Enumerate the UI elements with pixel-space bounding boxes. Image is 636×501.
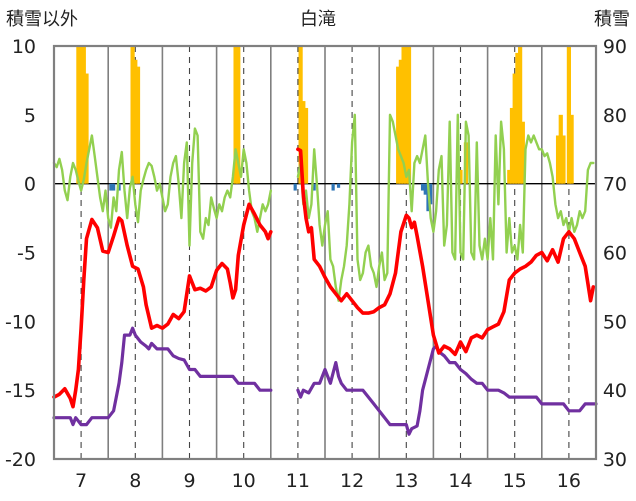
negative-bar: [423, 183, 427, 195]
precip-bar: [130, 46, 135, 184]
y-left-tick-label: -5: [17, 243, 36, 265]
precip-bar: [555, 135, 561, 184]
precip-bar: [458, 169, 463, 184]
precip-bar: [509, 107, 515, 184]
precip-bar: [301, 101, 306, 184]
precip-bar: [303, 107, 309, 184]
x-tick-label: 12: [340, 470, 364, 492]
precip-bar: [512, 73, 517, 184]
dewpoint-series-line: [296, 344, 598, 436]
precip-bar: [518, 46, 523, 184]
y-right-tick-label: 40: [603, 380, 627, 402]
precip-bar: [398, 59, 403, 184]
negative-bar: [429, 183, 433, 205]
y-right-tick-label: 50: [603, 311, 627, 333]
y-left-tick-label: -15: [5, 380, 36, 402]
precip-bar: [396, 66, 401, 184]
y-right-tick-label: 60: [603, 243, 627, 265]
y-left-tick-label: 10: [12, 36, 36, 58]
precip-bar: [135, 66, 141, 184]
x-tick-label: 14: [448, 470, 472, 492]
y-right-tick-label: 80: [603, 105, 627, 127]
y-right-tick-label: 30: [603, 449, 627, 471]
y-right-axis-label: 積雪: [594, 9, 630, 30]
precip-bar: [233, 46, 238, 184]
y-left-tick-label: 5: [24, 105, 36, 127]
precip-bar: [515, 52, 520, 184]
y-right-tick-label: 90: [603, 36, 627, 58]
x-tick-label: 7: [75, 470, 87, 492]
precip-bar: [79, 46, 84, 184]
precip-bar: [561, 135, 566, 184]
y-left-tick-label: -10: [5, 311, 36, 333]
x-tick-label: 16: [557, 470, 581, 492]
negative-bar: [112, 183, 116, 191]
negative-bar: [312, 183, 316, 191]
y-left-axis-label: 積雪以外: [6, 9, 78, 30]
precip-bar: [404, 46, 409, 184]
precip-bar: [133, 59, 138, 184]
x-tick-label: 10: [232, 470, 256, 492]
x-tick-label: 9: [183, 470, 195, 492]
precip-bar: [401, 46, 406, 184]
negative-bar: [420, 183, 425, 191]
precip-bar: [84, 73, 89, 184]
x-tick-label: 15: [503, 470, 527, 492]
negative-bar: [293, 183, 297, 191]
wind-series-line: [52, 127, 272, 247]
y-left-tick-label: 0: [24, 174, 36, 196]
precip-bar: [569, 114, 574, 184]
precip-bar: [507, 169, 512, 184]
frame-group: [52, 44, 598, 461]
negative-bar: [336, 183, 341, 188]
x-tick-label: 11: [286, 470, 310, 492]
lines-group: [52, 113, 598, 436]
temperature-series-line: [52, 202, 273, 409]
dewpoint-series-line: [52, 326, 273, 427]
plot-frame: [52, 44, 598, 461]
negative-bar: [331, 183, 335, 191]
negative-bar: [109, 183, 113, 191]
precip-bar: [76, 46, 81, 184]
precip-bar: [298, 46, 303, 184]
x-tick-label: 8: [129, 470, 141, 492]
temperature-series-line: [296, 147, 596, 357]
precip-bar: [566, 46, 571, 184]
precip-bar: [520, 121, 525, 184]
chart-title: 白滝: [300, 9, 336, 30]
y-left-tick-label: -20: [5, 449, 36, 471]
precip-bar: [558, 114, 563, 184]
wind-series-line: [296, 113, 595, 302]
x-tick-label: 13: [394, 470, 418, 492]
precip-bar: [236, 46, 241, 184]
precip-bar: [406, 46, 412, 184]
precip-bar: [81, 46, 86, 184]
y-right-tick-label: 70: [603, 174, 627, 196]
